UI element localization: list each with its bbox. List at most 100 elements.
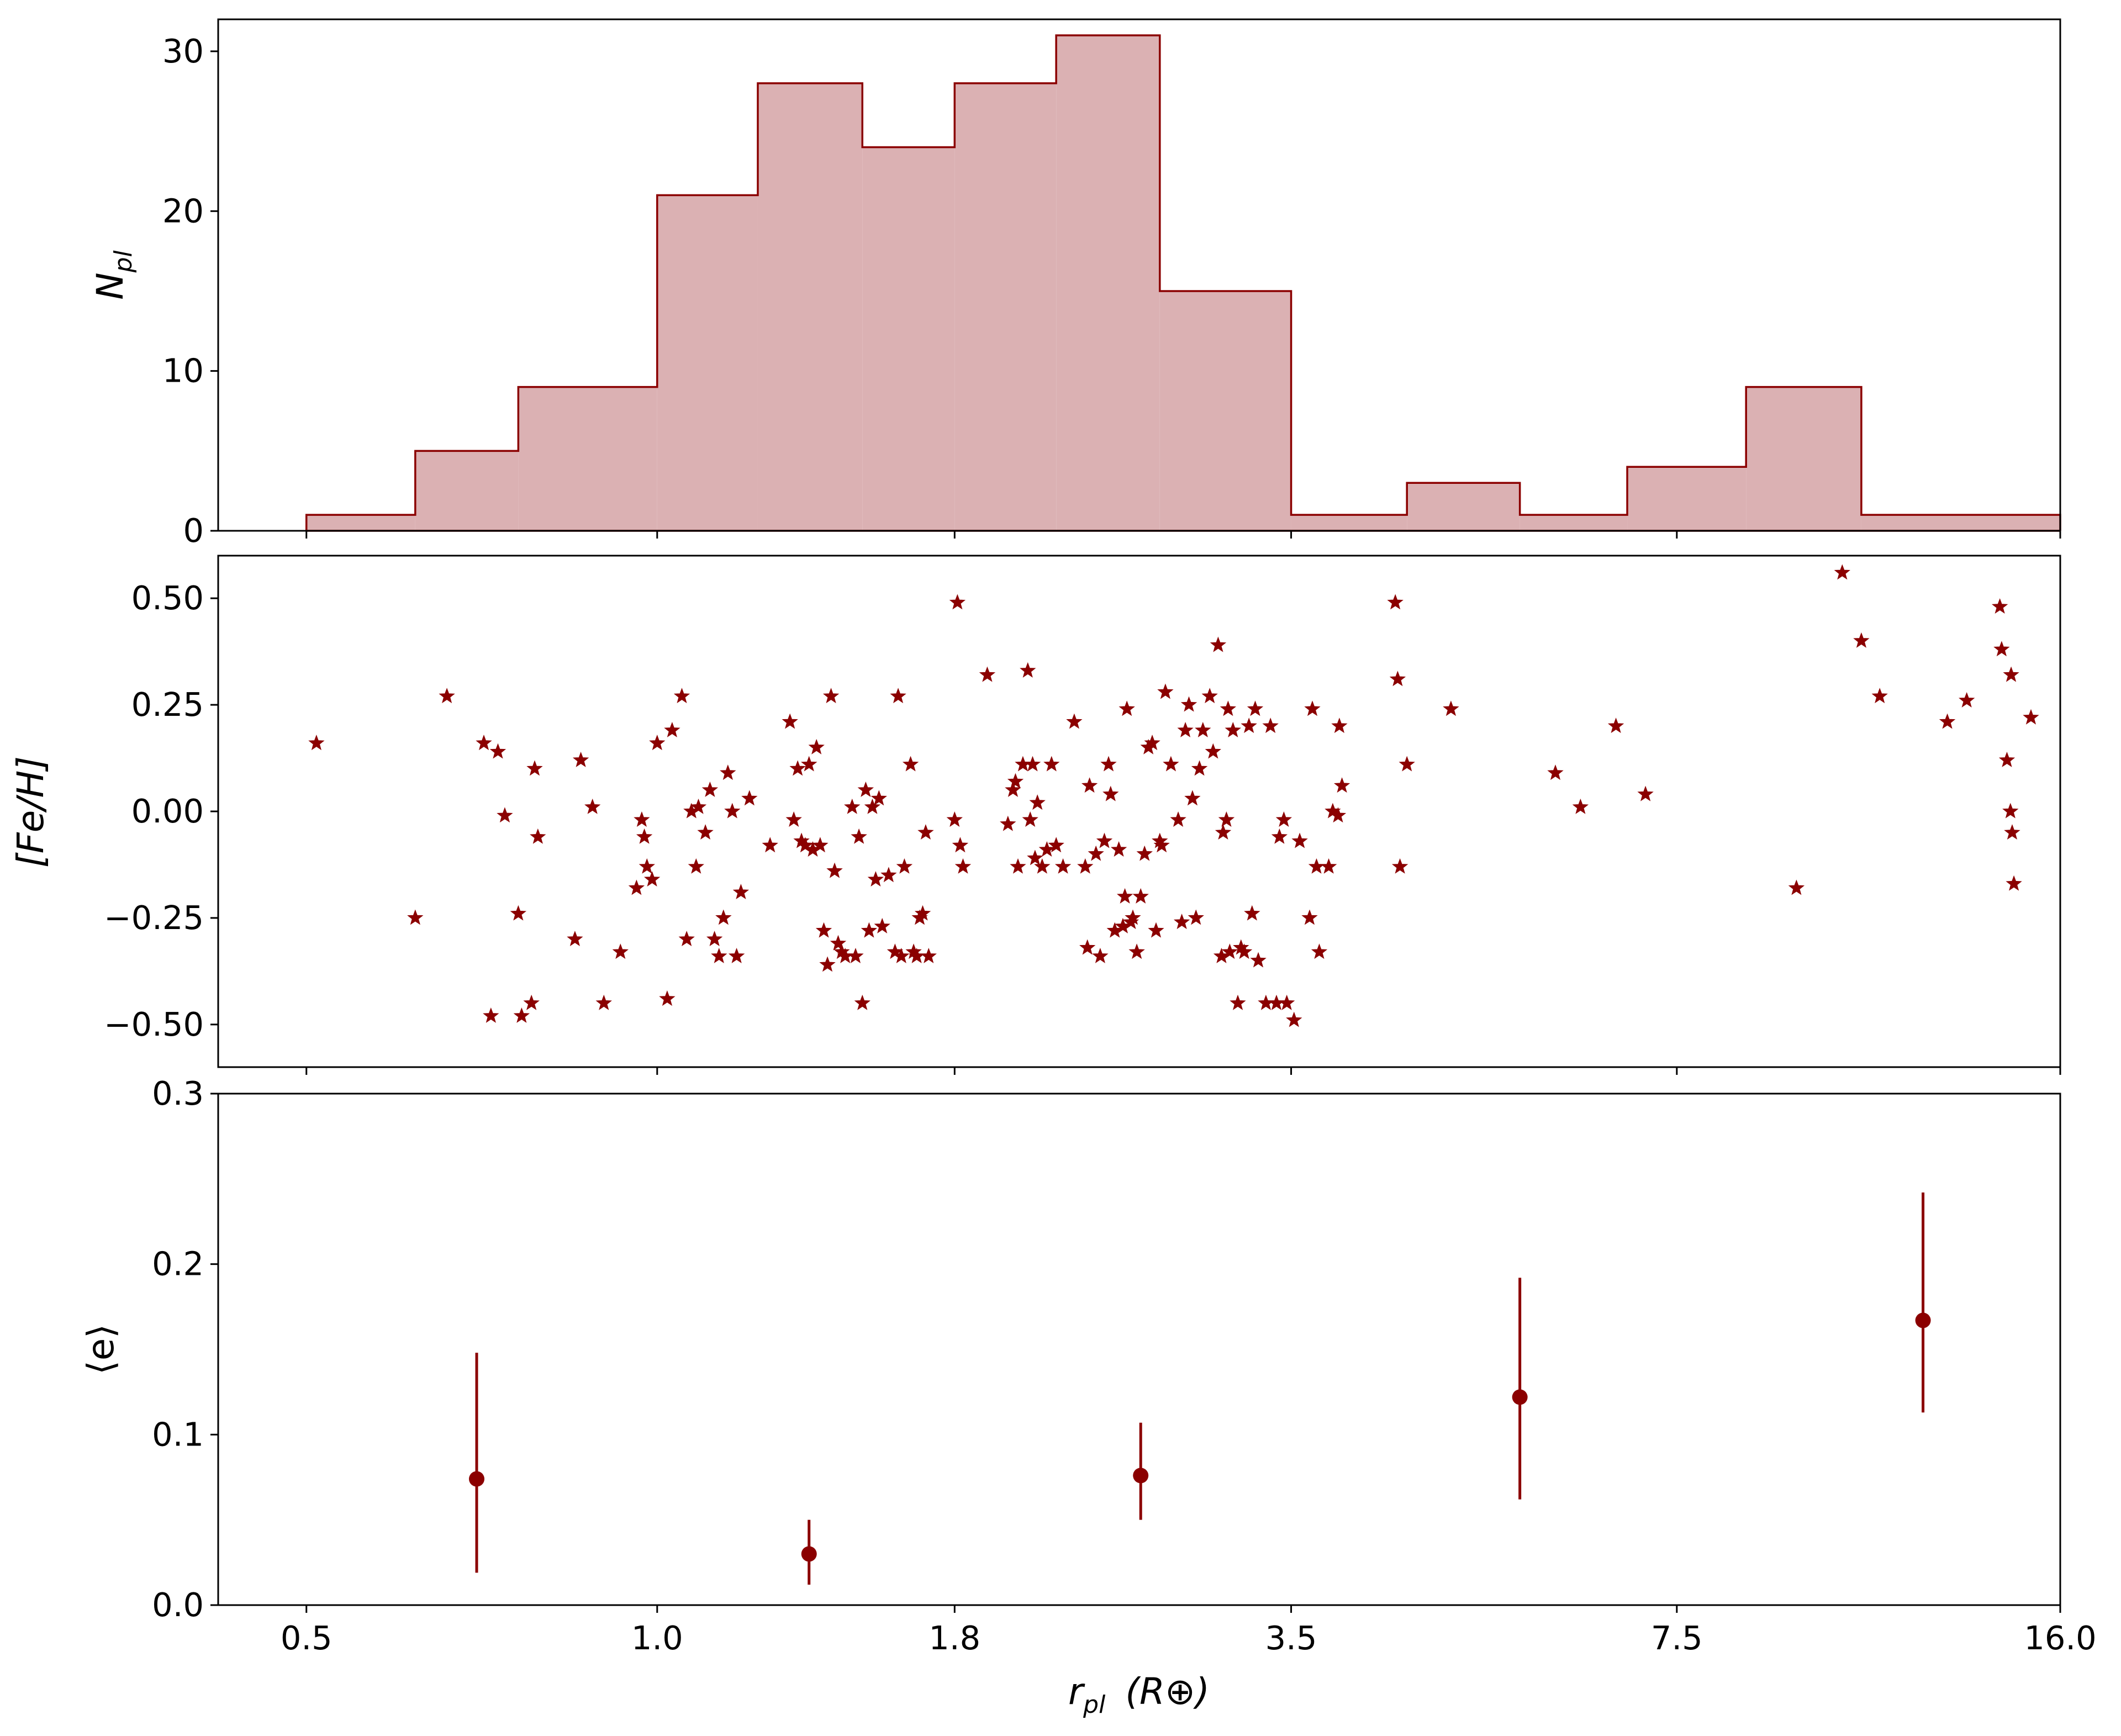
histogram-bar (1861, 515, 2060, 531)
metallicity-star (1572, 798, 1589, 814)
histogram-outline (305, 34, 2061, 531)
metallicity-star (1029, 794, 1046, 810)
metallicity-star (567, 931, 583, 946)
metallicity-star (2004, 824, 2020, 840)
metallicity-star (2002, 803, 2019, 819)
metallicity-star (1100, 756, 1117, 772)
metallicity-star (1102, 785, 1119, 801)
histogram-bars (305, 34, 2061, 532)
metallicity-star (1218, 811, 1235, 827)
y-tick-label: 0.0 (152, 1586, 204, 1624)
metallicity-star (1301, 909, 1318, 925)
y-tick-label: 10 (162, 352, 204, 390)
metallicity-star (1834, 564, 1850, 580)
histogram-y-ticks: 0 10 20 30 (162, 32, 218, 550)
metallicity-star (1163, 756, 1179, 772)
metallicity-star (1125, 909, 1141, 925)
metallicity-star (1230, 994, 1246, 1010)
metallicity-star (1329, 807, 1347, 823)
metallicity-star (1000, 815, 1016, 831)
metallicity-star (690, 798, 707, 814)
metallicity-star (1637, 785, 1654, 801)
metallicity-star (1959, 692, 1975, 708)
metallicity-star (857, 781, 874, 797)
eccentricity-point (469, 1471, 485, 1487)
x-tick-label: 0.5 (281, 1619, 333, 1657)
metallicity-star (1022, 811, 1038, 827)
eccentricity-point (1512, 1389, 1528, 1405)
metallicity-star (706, 931, 723, 946)
metallicity-star (1389, 671, 1406, 687)
y-tick-label: 30 (162, 32, 204, 70)
eccentricity-point (1915, 1312, 1931, 1328)
metallicity-points (308, 564, 2039, 1027)
metallicity-star (1991, 598, 2008, 614)
metallicity-y-ticks: 0.50 0.25 0.00 −0.25 −0.50 (104, 579, 218, 1043)
metallicity-star (1201, 688, 1218, 704)
metallicity-star (1027, 849, 1043, 866)
metallicity-star (867, 871, 884, 887)
metallicity-star (2003, 666, 2019, 682)
metallicity-star (826, 862, 843, 878)
y-tick-label: 0.1 (152, 1415, 204, 1453)
metallicity-star (728, 947, 745, 963)
metallicity-star (917, 824, 934, 840)
metallicity-star (1132, 888, 1149, 904)
metallicity-star (1871, 688, 1888, 704)
metallicity-panel: 0.50 0.25 0.00 −0.25 −0.50 [Fe/H] (9, 555, 2061, 1075)
metallicity-star (1092, 947, 1109, 963)
metallicity-star (526, 760, 543, 776)
metallicity-star (724, 803, 741, 819)
y-tick-label: 0.50 (131, 579, 204, 617)
metallicity-star (896, 858, 913, 874)
metallicity-star (762, 837, 778, 853)
metallicity-star (1308, 858, 1325, 874)
metallicity-star (1144, 735, 1160, 751)
metallicity-star (1136, 845, 1153, 861)
metallicity-star (797, 837, 814, 853)
metallicity-star (1184, 790, 1201, 806)
metallicity-star (1304, 700, 1321, 716)
metallicity-star (634, 811, 650, 827)
histogram-bar (657, 195, 758, 531)
metallicity-x-ticks (305, 1067, 2061, 1075)
metallicity-star (530, 828, 546, 844)
metallicity-star (497, 807, 513, 823)
metallicity-star (819, 956, 836, 972)
metallicity-star (844, 798, 861, 814)
metallicity-star (1221, 943, 1238, 959)
metallicity-star (847, 947, 864, 963)
metallicity-y-label: [Fe/H] (9, 756, 52, 868)
metallicity-star (1220, 700, 1237, 716)
histogram-bar (1627, 467, 1747, 531)
metallicity-star (1043, 756, 1060, 772)
metallicity-star (1244, 905, 1260, 921)
metallicity-star (1116, 888, 1133, 904)
metallicity-star (812, 837, 829, 853)
metallicity-star (1188, 909, 1204, 925)
x-tick-label: 16.0 (2024, 1619, 2096, 1657)
metallicity-star (2023, 709, 2039, 725)
metallicity-star (595, 994, 612, 1010)
metallicity-star (439, 688, 455, 704)
histogram-bar (306, 515, 415, 531)
metallicity-star (510, 905, 527, 921)
histogram-bar (1056, 35, 1160, 531)
metallicity-star (688, 858, 704, 874)
metallicity-star (649, 735, 666, 751)
metallicity-star (952, 837, 969, 853)
metallicity-star (673, 688, 690, 704)
metallicity-star (1241, 717, 1257, 734)
metallicity-frame (217, 555, 2061, 1068)
histogram-bar (1407, 483, 1520, 531)
metallicity-star (639, 858, 655, 874)
y-tick-label: 0.2 (152, 1245, 204, 1283)
metallicity-star (572, 751, 589, 767)
metallicity-star (1110, 841, 1127, 857)
metallicity-star (1180, 696, 1197, 712)
metallicity-star (914, 905, 931, 921)
y-tick-label: 0.00 (131, 792, 204, 830)
metallicity-star (1236, 943, 1253, 959)
eccentricity-point (801, 1546, 817, 1562)
